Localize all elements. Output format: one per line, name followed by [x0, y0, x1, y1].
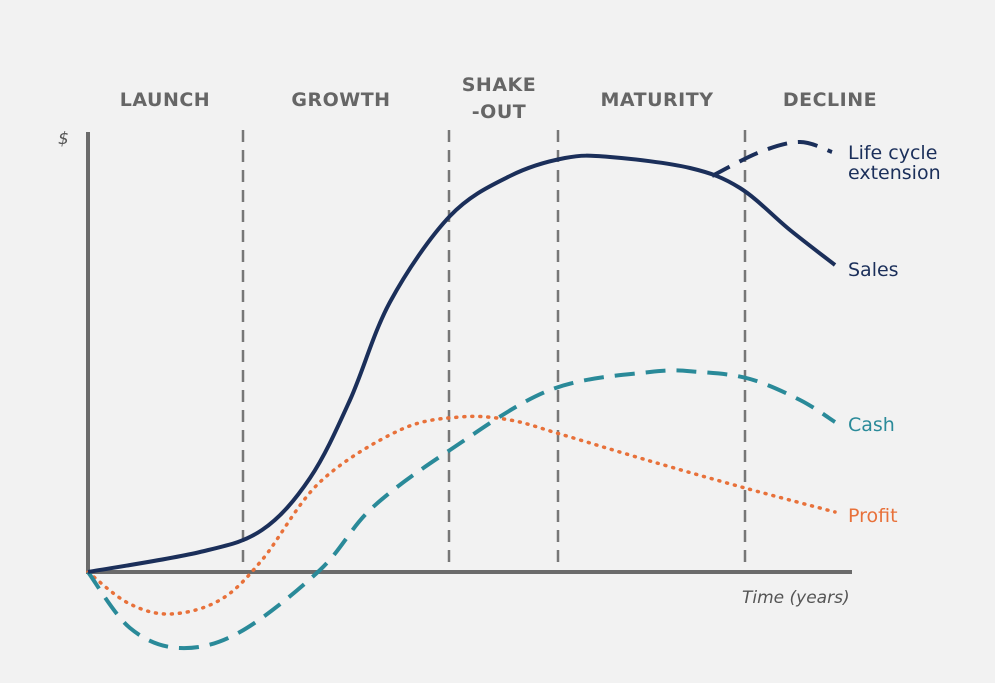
stage-label: DECLINE	[783, 89, 877, 111]
curve-label: Sales	[848, 259, 899, 281]
curve-label: Profit	[848, 505, 898, 527]
stage-label: MATURITY	[601, 89, 714, 111]
stage-label: GROWTH	[291, 89, 390, 111]
stage-dividers	[241, 130, 747, 572]
x-axis-label: Time (years)	[742, 588, 850, 608]
stage-label: -OUT	[472, 101, 526, 123]
y-axis-label: $	[58, 129, 69, 149]
stage-label: LAUNCH	[120, 89, 210, 111]
sales-curve	[87, 153, 837, 574]
curve-label: Life cycle	[848, 142, 937, 164]
extension-curve	[711, 139, 833, 178]
curve-label: extension	[848, 162, 941, 184]
profit-curve	[86, 414, 837, 616]
curve-label: Cash	[848, 414, 895, 436]
cash-curve	[86, 368, 837, 651]
stage-label: SHAKE	[462, 74, 537, 96]
